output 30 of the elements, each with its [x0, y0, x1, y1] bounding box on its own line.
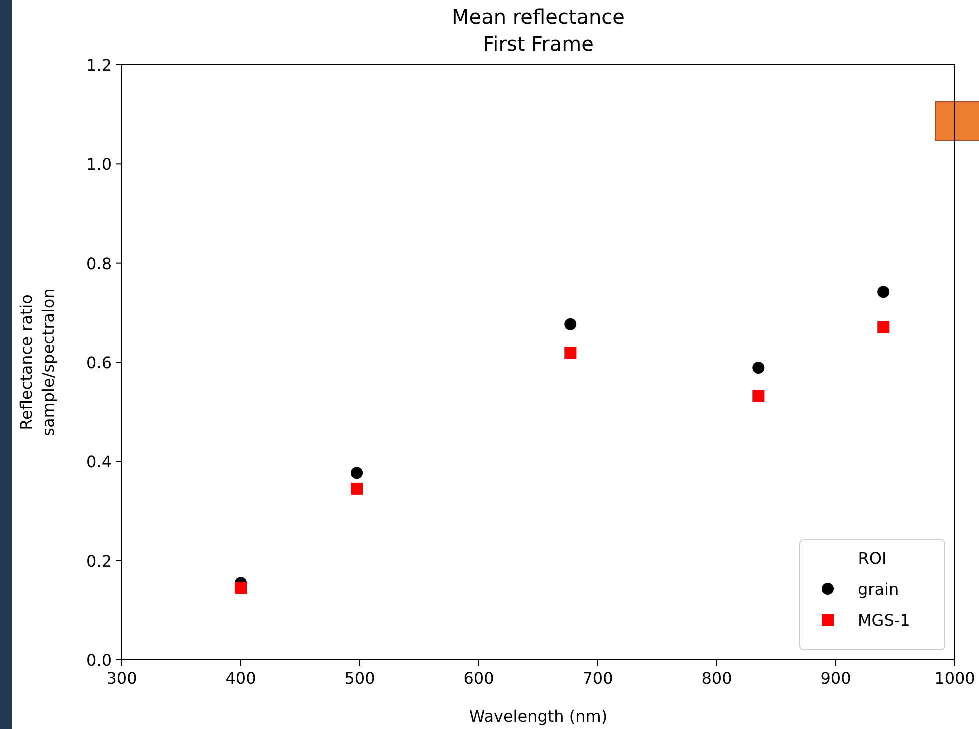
- x-tick-label: 400: [226, 669, 256, 688]
- point: [878, 321, 890, 334]
- point: [564, 347, 577, 360]
- x-tick-label: 900: [820, 669, 852, 688]
- y-tick-label: 0.2: [86, 552, 112, 571]
- y-tick-label: 0.8: [86, 254, 112, 274]
- y-axis-title: Reflectance ratio sample/spectralon: [17, 288, 58, 436]
- point: [351, 467, 364, 480]
- point: [752, 362, 765, 374]
- point: [351, 482, 364, 495]
- y-tick-label: 1.0: [86, 155, 112, 174]
- x-tick-label: 500: [344, 669, 376, 688]
- y-tick-label: 0.0: [86, 651, 112, 670]
- legend-label: grain: [858, 580, 900, 599]
- x-axis-title: Wavelength (nm): [469, 707, 608, 726]
- point: [235, 582, 247, 594]
- chart-title: Mean reflectance First Frame: [452, 5, 625, 56]
- y-tick-label: 1.2: [86, 56, 112, 75]
- x-tick-label: 1000: [934, 669, 976, 688]
- point: [564, 318, 577, 330]
- x-tick-label: 600: [464, 669, 494, 688]
- y-tick-label: 0.6: [86, 354, 112, 372]
- y-tick-label: 0.4: [86, 452, 112, 472]
- legend-title: ROI: [858, 549, 887, 568]
- legend-label: MGS-1: [858, 611, 910, 630]
- x-tick-label: 300: [106, 669, 138, 688]
- x-tick-label: 800: [702, 669, 732, 688]
- x-tick-label: 700: [582, 669, 614, 688]
- point: [752, 390, 765, 402]
- point: [878, 286, 890, 298]
